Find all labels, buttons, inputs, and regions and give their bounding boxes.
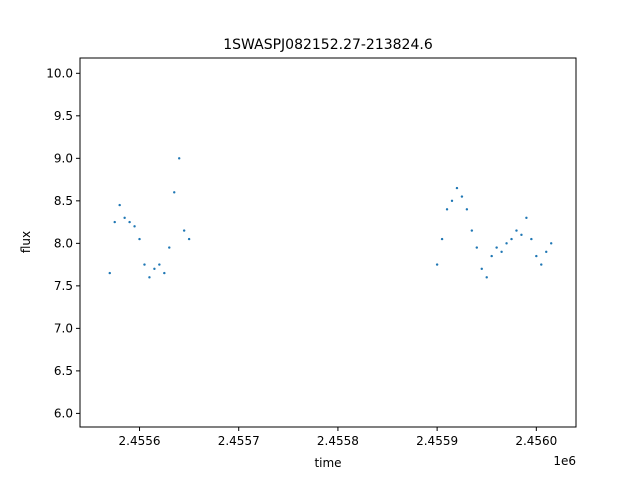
data-point xyxy=(510,237,513,241)
y-tick-label: 8.0 xyxy=(54,236,73,250)
y-tick-label: 9.5 xyxy=(54,109,73,123)
plot-frame xyxy=(79,57,577,428)
data-points xyxy=(108,157,553,279)
data-point xyxy=(435,263,439,266)
data-point xyxy=(182,229,186,232)
data-point xyxy=(495,246,498,249)
data-point xyxy=(163,271,166,275)
data-point xyxy=(450,199,454,203)
y-tick-label: 9.0 xyxy=(54,151,73,165)
x-tick-label: 2.4558 xyxy=(317,434,359,448)
y-tick-label: 10.0 xyxy=(46,66,73,80)
data-point xyxy=(490,254,493,258)
data-point xyxy=(520,233,523,237)
data-point xyxy=(133,225,136,228)
x-axis-ticks: 2.4556 2.4557 2.4558 2.4559 2.4560 xyxy=(119,427,557,448)
data-point xyxy=(143,263,146,266)
x-tick-label: 2.4557 xyxy=(218,434,260,448)
y-tick-label: 7.0 xyxy=(54,321,73,335)
y-tick-label: 6.0 xyxy=(54,406,73,420)
data-point xyxy=(123,216,126,220)
data-point xyxy=(530,237,533,241)
data-point xyxy=(108,271,111,275)
data-point xyxy=(475,246,478,249)
x-axis-offset: 1e6 xyxy=(553,454,576,468)
data-point xyxy=(465,208,469,211)
x-axis-label: time xyxy=(314,456,341,470)
data-point xyxy=(485,276,488,279)
data-point xyxy=(535,254,538,258)
data-point xyxy=(148,276,151,279)
data-point xyxy=(525,216,528,220)
data-point xyxy=(173,191,176,194)
data-point xyxy=(440,237,444,241)
data-point xyxy=(158,263,161,266)
data-point xyxy=(153,267,156,271)
data-point xyxy=(460,195,464,198)
data-point xyxy=(138,237,141,241)
y-axis-ticks: 6.0 6.5 7.0 7.5 8.0 8.5 9.0 9.5 10.0 xyxy=(46,66,80,420)
data-point xyxy=(118,203,121,207)
data-point xyxy=(113,220,116,224)
data-point xyxy=(128,220,131,224)
data-point xyxy=(470,229,474,232)
data-point xyxy=(545,250,548,254)
data-point xyxy=(505,242,508,245)
chart-title: 1SWASPJ082152.27-213824.6 xyxy=(223,37,433,53)
data-point xyxy=(445,208,449,211)
x-tick-label: 2.4560 xyxy=(515,434,557,448)
data-point xyxy=(550,242,553,245)
y-tick-label: 7.5 xyxy=(54,279,73,293)
data-point xyxy=(178,157,181,160)
data-point xyxy=(540,263,543,266)
x-tick-label: 2.4556 xyxy=(119,434,161,448)
data-point xyxy=(515,229,518,232)
data-point xyxy=(187,237,191,241)
data-point xyxy=(455,186,459,190)
y-tick-label: 8.5 xyxy=(54,194,73,208)
data-point xyxy=(500,250,503,254)
y-axis-label: flux xyxy=(19,231,33,253)
data-point xyxy=(480,267,483,271)
y-tick-label: 6.5 xyxy=(54,364,73,378)
data-point xyxy=(168,246,171,249)
x-tick-label: 2.4559 xyxy=(416,434,458,448)
